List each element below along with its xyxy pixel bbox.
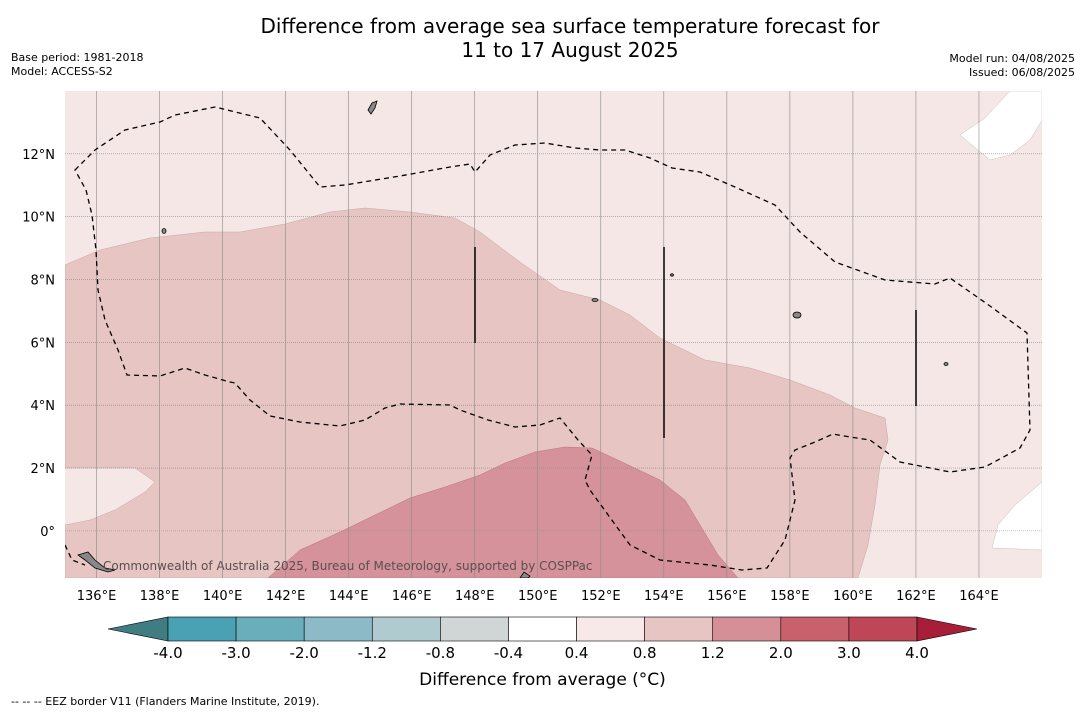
anomaly-region-white-ne	[959, 91, 1042, 161]
anomaly-region-white-se	[991, 481, 1042, 551]
colorbar-segment	[712, 616, 782, 642]
title-line-1: Difference from average sea surface temp…	[260, 14, 880, 38]
colorbar-segment	[440, 616, 509, 642]
island-southwest	[77, 551, 116, 573]
map-area: Commonwealth of Australia 2025, Bureau o…	[65, 91, 1042, 578]
lon-tick-label: 142°E	[266, 589, 306, 604]
title-line-2: 11 to 17 August 2025	[461, 38, 679, 62]
colorbar-tick-label: -4.0	[153, 644, 183, 662]
colorbar-tick-label: -0.8	[425, 644, 455, 662]
dateline-markers	[474, 247, 917, 438]
footnote: -- -- -- EEZ border V11 (Flanders Marine…	[11, 695, 320, 708]
lat-tick-label: 8°N	[31, 274, 56, 289]
colorbar-tick-label: 0.4	[564, 644, 589, 662]
colorbar-tick-label: 2.0	[768, 644, 793, 662]
lon-tick-label: 152°E	[581, 589, 621, 604]
lat-tick-label: 10°N	[22, 211, 55, 226]
anomaly-region-warm	[267, 446, 739, 578]
colorbar-segment	[235, 616, 305, 642]
lon-tick-label: 144°E	[329, 589, 369, 604]
colorbar-segment	[644, 616, 714, 642]
lat-tick-label: 6°N	[31, 336, 56, 351]
island-small-3	[670, 273, 674, 277]
island-small-1	[943, 362, 949, 366]
colorbar-segment	[780, 616, 850, 642]
colorbar-segment	[303, 616, 373, 642]
lon-tick-label: 158°E	[770, 589, 810, 604]
colorbar-tick-label: -2.0	[289, 644, 319, 662]
lat-tick-label: 2°N	[31, 462, 56, 477]
lon-tick-label: 154°E	[644, 589, 684, 604]
meta-left: Base period: 1981-2018 Model: ACCESS-S2	[11, 51, 143, 79]
chart-title: Difference from average sea surface temp…	[0, 14, 1085, 62]
colorbar-tick-label: 4.0	[905, 644, 929, 662]
colorbar-segment	[576, 616, 645, 642]
colorbar-tick-label: 3.0	[836, 644, 861, 662]
lon-tick-label: 138°E	[140, 589, 180, 604]
model-name: Model: ACCESS-S2	[11, 65, 113, 78]
island-east	[792, 311, 802, 319]
colorbar-tick-label: -1.2	[357, 644, 387, 662]
anomaly-region-medium	[65, 207, 889, 578]
island-small-4	[161, 228, 167, 234]
lon-tick-label: 162°E	[896, 589, 936, 604]
issued-date: Issued: 06/08/2025	[968, 66, 1075, 79]
colorbar-tick-label: -0.4	[493, 644, 524, 662]
colorbar-label: Difference from average (°C)	[419, 670, 666, 690]
base-period: Base period: 1981-2018	[11, 51, 144, 64]
lat-tick-label: 4°N	[31, 399, 56, 414]
meta-right: Model run: 04/08/2025 Issued: 06/08/2025	[949, 52, 1075, 80]
eez-border-west	[74, 106, 1031, 571]
lon-tick-label: 156°E	[707, 589, 747, 604]
island-south	[519, 571, 531, 578]
colorbar-segment	[508, 616, 577, 642]
colorbar-tick-label: 1.2	[700, 644, 725, 662]
lon-tick-label: 164°E	[959, 589, 999, 604]
colorbar-ticks: -4.0 -3.0 -2.0 -1.2 -0.8 -0.4 0.4 0.8 1.2 2.0 3.0 4…	[0, 644, 1085, 664]
lon-tick-label: 136°E	[77, 589, 117, 604]
lon-tick-label: 146°E	[392, 589, 432, 604]
islands	[77, 100, 949, 578]
island-north	[367, 100, 378, 115]
eez-borders	[65, 106, 1031, 571]
lon-tick-label: 140°E	[203, 589, 243, 604]
colorbar-tick-label: -3.0	[221, 644, 251, 662]
lon-tick-label: 148°E	[455, 589, 495, 604]
island-small-2	[591, 298, 599, 302]
credit-text: Commonwealth of Australia 2025, Bureau o…	[103, 559, 593, 573]
colorbar-tick-label: 0.8	[632, 644, 657, 662]
model-run: Model run: 04/08/2025	[949, 52, 1075, 65]
colorbar-segment	[371, 616, 441, 642]
map-grid	[65, 91, 1042, 578]
colorbar-segment	[167, 616, 237, 642]
lat-tick-label: 12°N	[22, 148, 55, 163]
colorbar-extend-high	[916, 616, 978, 642]
colorbar-extend-low	[107, 616, 169, 642]
colorbar	[107, 616, 978, 642]
latitude-labels: 0° 2°N 4°N 6°N 8°N 10°N 12°N	[22, 148, 55, 540]
lon-tick-label: 150°E	[518, 589, 558, 604]
colorbar-segment	[848, 616, 918, 642]
lon-tick-label: 160°E	[833, 589, 873, 604]
longitude-labels: 136°E 138°E 140°E 142°E 144°E 146°E 148°E 150°E…	[77, 589, 999, 604]
lat-tick-label: 0°	[40, 525, 55, 540]
